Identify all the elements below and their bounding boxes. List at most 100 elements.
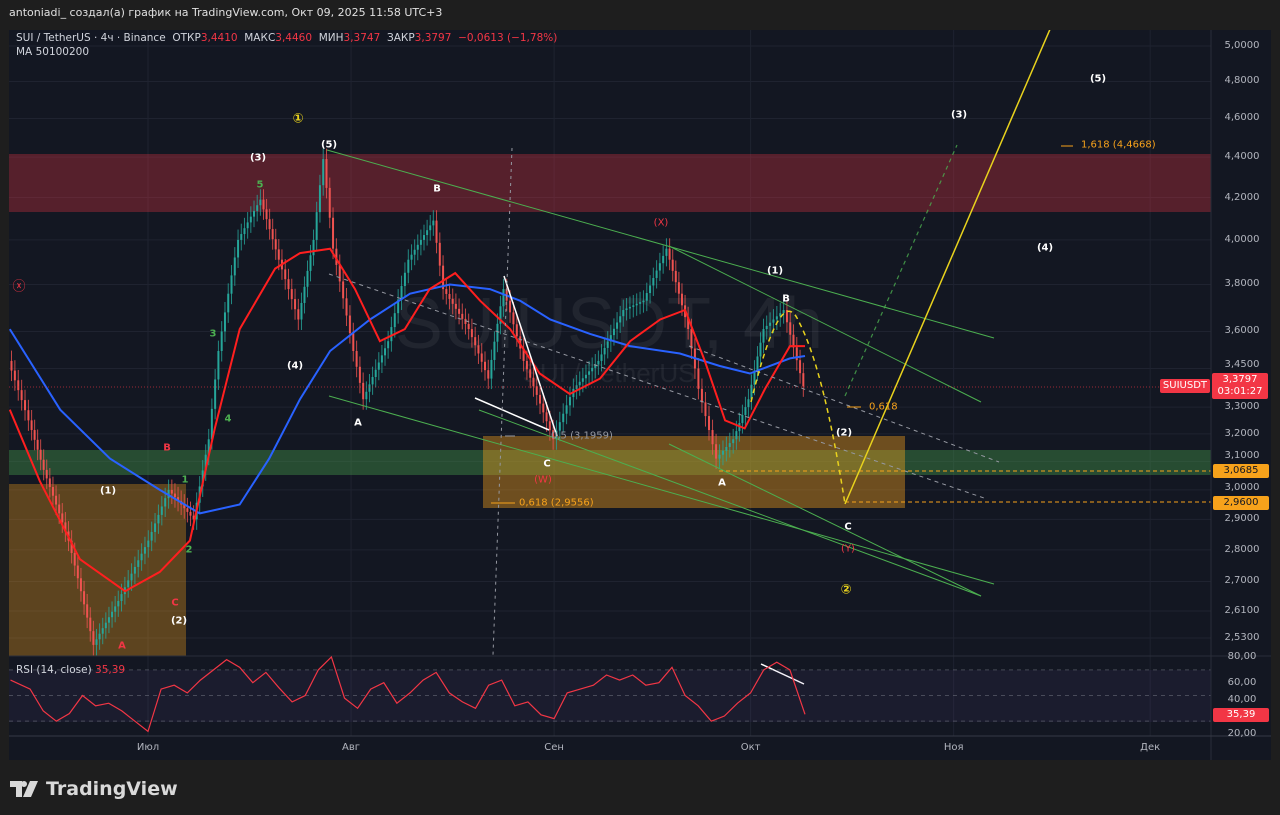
candle xyxy=(467,323,470,330)
candle xyxy=(539,394,542,404)
candle xyxy=(76,565,79,579)
candle xyxy=(711,430,714,445)
candle xyxy=(140,553,143,561)
resistance-zone xyxy=(9,154,1211,212)
candle xyxy=(578,381,581,386)
candle xyxy=(548,421,551,431)
candle xyxy=(451,298,454,304)
candle xyxy=(619,316,622,323)
candle xyxy=(750,384,753,400)
candle xyxy=(568,397,571,406)
candle xyxy=(164,498,167,507)
tradingview-logo[interactable]: TradingView xyxy=(10,778,178,800)
candle xyxy=(413,249,416,255)
candle xyxy=(368,384,371,392)
candle-countdown: 03:01:27 xyxy=(1217,386,1263,397)
brand-name: TradingView xyxy=(46,778,178,800)
candle xyxy=(762,329,765,343)
candle xyxy=(393,313,396,328)
low-value: 3,3747 xyxy=(343,32,381,44)
wave-label: (5) xyxy=(1089,73,1107,85)
candle xyxy=(374,369,377,378)
candle xyxy=(377,362,380,370)
candle xyxy=(294,299,297,310)
candle xyxy=(785,310,788,323)
wave-label: (1) xyxy=(766,265,784,277)
candle xyxy=(600,354,603,361)
candle xyxy=(33,430,36,440)
candle xyxy=(287,279,290,290)
candle xyxy=(789,322,792,335)
candle xyxy=(13,370,16,381)
candle xyxy=(130,573,133,581)
candle xyxy=(645,293,648,301)
price-tick: 2,9000 xyxy=(1224,513,1260,525)
candle xyxy=(461,313,464,319)
candle xyxy=(322,159,325,186)
rsi-legend[interactable]: RSI (14, close) 35,39 xyxy=(16,664,125,676)
candle xyxy=(147,540,150,548)
candle xyxy=(95,639,98,645)
candle xyxy=(603,347,606,355)
candle xyxy=(400,286,403,300)
price-chart[interactable]: SUIUSDT, 4h SUI / TetherUS xyxy=(9,30,1271,760)
wave-label: (2) xyxy=(170,615,188,627)
candle xyxy=(558,422,561,431)
price-tick: 5,0000 xyxy=(1224,40,1260,51)
candle xyxy=(772,319,775,323)
candle xyxy=(70,540,73,553)
candle xyxy=(759,342,762,357)
candle xyxy=(157,514,160,524)
fib-label: 0,5 (3,1959) xyxy=(551,430,613,442)
candle xyxy=(36,439,39,450)
candle xyxy=(588,371,591,375)
rsi-tick: 40,00 xyxy=(1227,694,1257,705)
candle xyxy=(741,415,744,424)
candle xyxy=(416,244,419,250)
candle xyxy=(795,347,798,361)
price-tick: 2,7000 xyxy=(1224,575,1260,587)
price-tick: 3,2000 xyxy=(1224,427,1260,439)
candle xyxy=(45,469,48,479)
candle xyxy=(192,515,195,520)
candle xyxy=(120,594,123,602)
candle xyxy=(259,199,262,206)
close-label: ЗАКР xyxy=(386,32,415,44)
candle xyxy=(312,239,315,256)
candle xyxy=(597,360,600,365)
candle xyxy=(114,606,117,612)
candle xyxy=(384,348,387,356)
candle xyxy=(73,552,76,566)
candle xyxy=(265,209,268,220)
candle xyxy=(474,337,477,346)
candle xyxy=(328,187,331,218)
price-tick: 2,6100 xyxy=(1224,604,1260,616)
candle xyxy=(92,631,95,645)
candle xyxy=(98,633,101,640)
candle xyxy=(792,334,795,348)
candle xyxy=(477,345,480,354)
watermark-name: SUI / TetherUS xyxy=(523,358,696,388)
candle xyxy=(183,504,186,509)
candle xyxy=(658,263,661,271)
time-tick: Июл xyxy=(136,742,160,753)
candle xyxy=(535,386,538,395)
candle xyxy=(397,299,400,314)
price-tick: 3,1000 xyxy=(1224,450,1260,461)
candle xyxy=(253,210,256,217)
trendline xyxy=(668,245,982,403)
candle xyxy=(735,431,738,440)
open-value: 3,4410 xyxy=(200,32,238,44)
candle xyxy=(671,259,674,271)
candle xyxy=(612,328,615,336)
candle xyxy=(529,369,532,378)
candle xyxy=(584,374,587,379)
candle xyxy=(306,270,309,287)
time-tick: Авг xyxy=(342,742,361,753)
wave-label: B xyxy=(782,293,790,305)
candle xyxy=(290,289,293,300)
candle xyxy=(61,513,64,523)
last-price: 3,3797 xyxy=(1222,374,1258,385)
candle xyxy=(487,370,490,379)
ma-legend[interactable]: MA 50100200 xyxy=(16,46,90,58)
